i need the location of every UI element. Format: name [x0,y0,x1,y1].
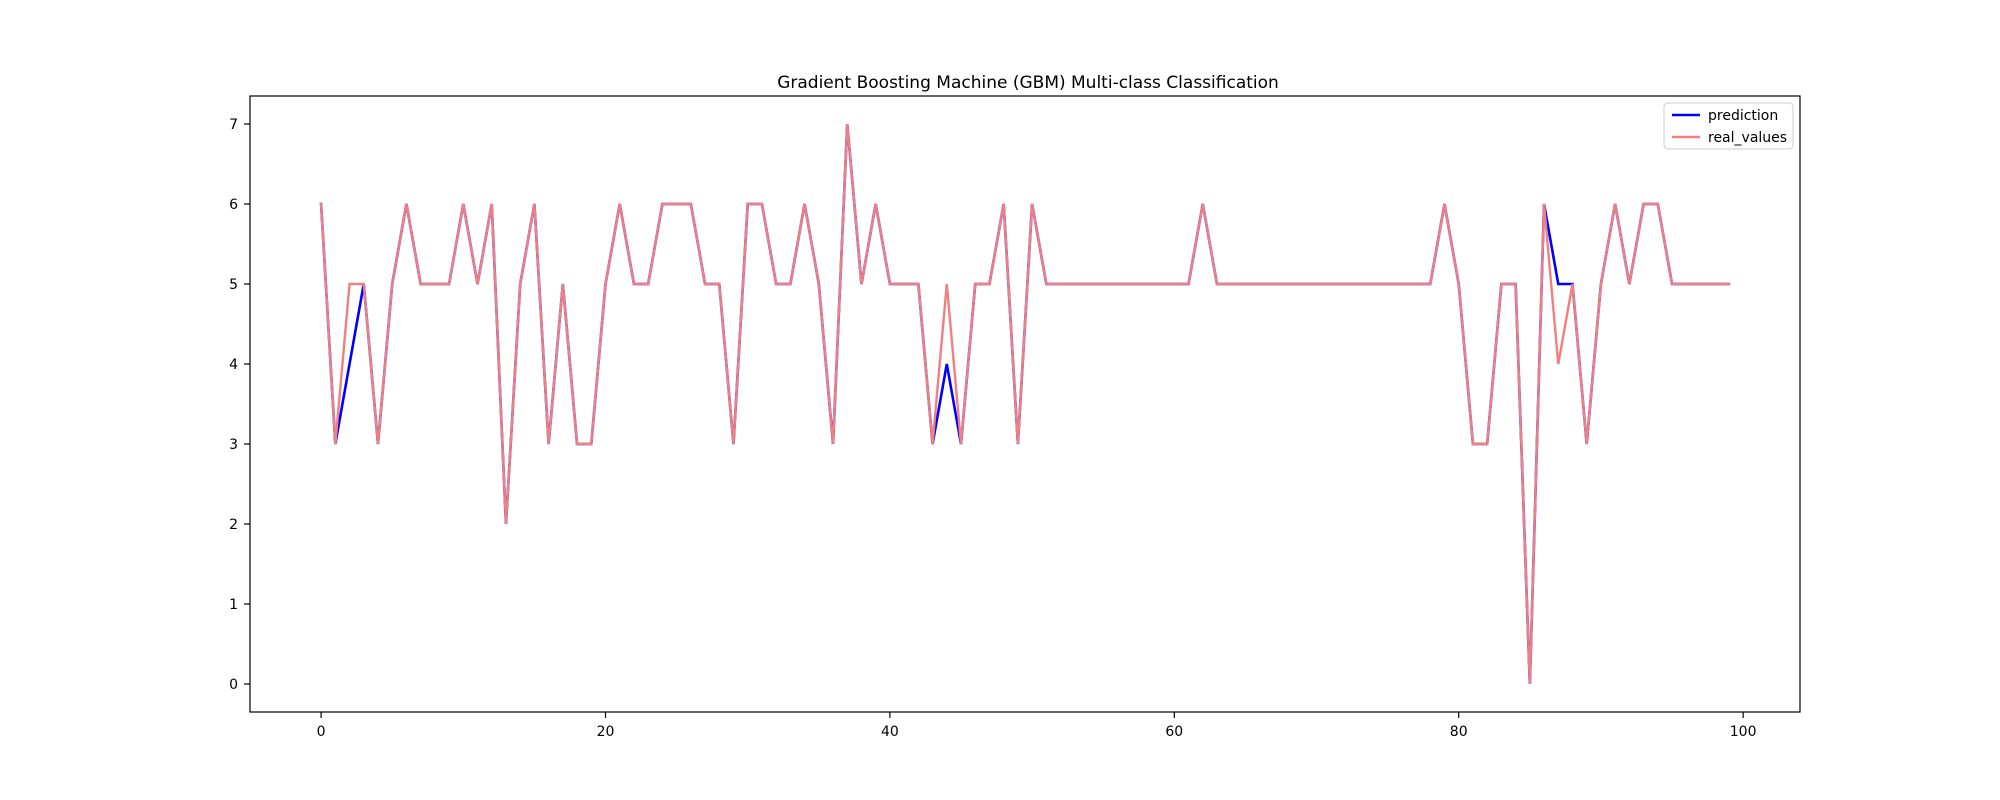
x-tick-label: 0 [317,724,326,740]
legend-label-real-values: real_values [1708,130,1787,146]
y-tick-label: 2 [229,517,238,533]
legend-label-prediction: prediction [1708,108,1778,124]
y-axis: 0 1 2 3 4 5 6 7 [229,117,250,693]
x-tick-label: 20 [597,724,615,740]
x-tick-label: 60 [1165,724,1183,740]
x-tick-label: 40 [881,724,899,740]
legend: prediction real_values [1663,102,1794,150]
series-line-real-values [319,123,1731,685]
plot-area-frame [249,95,1801,713]
y-tick-label: 5 [229,277,238,293]
x-tick-label: 100 [1730,724,1757,740]
series-layer [319,123,1731,685]
y-tick-label: 7 [229,117,238,133]
y-tick-label: 1 [229,597,238,613]
y-tick-label: 6 [229,197,238,213]
series-line-prediction [319,123,1731,685]
x-tick-label: 80 [1450,724,1468,740]
y-tick-label: 4 [229,357,238,373]
y-tick-label: 3 [229,437,238,453]
y-tick-label: 0 [229,677,238,693]
x-axis: 0 20 40 60 80 100 [317,712,1757,740]
chart-title: Gradient Boosting Machine (GBM) Multi-cl… [777,73,1279,93]
